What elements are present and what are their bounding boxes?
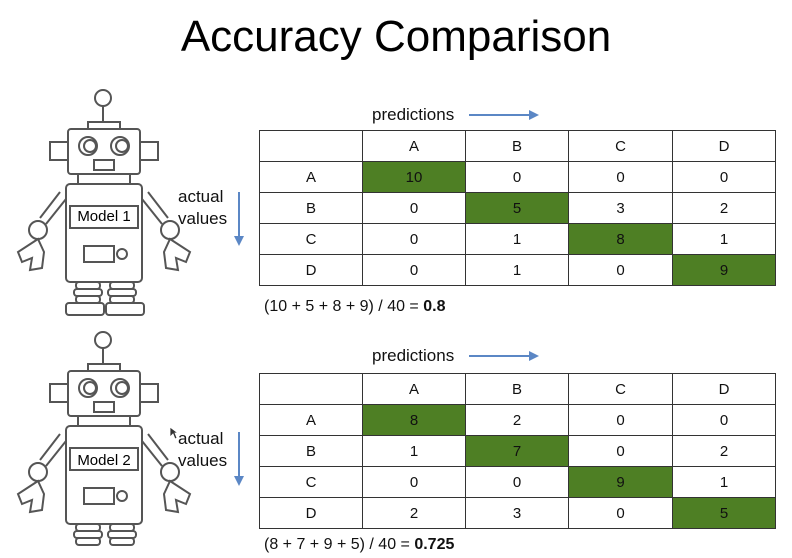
- table-cell: 0: [362, 466, 466, 498]
- table-cell: 0: [465, 466, 569, 498]
- diagonal-cell: 10: [362, 161, 466, 193]
- confusion-matrix-model-1: A B C D A 10 0 0 0 B 0 5 3 2 C 0 1 8 1 D…: [259, 130, 776, 286]
- predictions-header: predictions: [372, 104, 541, 125]
- table-row: B 0 5 3 2: [259, 192, 776, 224]
- table-cell: 2: [672, 435, 776, 467]
- arrow-right-icon: [468, 109, 539, 120]
- table-cell: 1: [465, 254, 569, 286]
- corner-cell: [259, 373, 363, 405]
- accuracy-value: 0.725: [414, 536, 455, 553]
- row-header: D: [259, 254, 363, 286]
- table-cell: 3: [465, 497, 569, 529]
- table-cell: 0: [672, 161, 776, 193]
- row-header: A: [259, 404, 363, 436]
- column-header: B: [465, 373, 569, 405]
- column-header: A: [362, 373, 466, 405]
- table-cell: 0: [672, 404, 776, 436]
- robot-icon: Model 1: [8, 84, 208, 316]
- column-header: C: [568, 373, 673, 405]
- table-cell: 0: [568, 254, 673, 286]
- robot-icon: Model 2: [8, 326, 208, 558]
- table-row: A 8 2 0 0: [259, 404, 776, 436]
- table-cell: 0: [568, 435, 673, 467]
- arrow-down-icon: [234, 192, 244, 246]
- column-header: B: [465, 130, 569, 162]
- page-title: Accuracy Comparison: [180, 12, 612, 61]
- column-header: C: [568, 130, 673, 162]
- arrow-down-icon: [234, 432, 244, 486]
- column-header: D: [672, 373, 776, 405]
- table-cell: 0: [568, 161, 673, 193]
- confusion-matrix-model-2: A B C D A 8 2 0 0 B 1 7 0 2 C 0 0 9 1 D …: [259, 373, 776, 529]
- table-cell: 0: [362, 223, 466, 255]
- table-row: B 1 7 0 2: [259, 435, 776, 467]
- model-1-label: Model 1: [72, 208, 136, 225]
- table-cell: 1: [672, 466, 776, 498]
- row-header: B: [259, 435, 363, 467]
- diagonal-cell: 5: [672, 497, 776, 529]
- diagonal-cell: 9: [672, 254, 776, 286]
- table-row: C 0 1 8 1: [259, 223, 776, 255]
- diagonal-cell: 9: [568, 466, 673, 498]
- predictions-label: predictions: [372, 345, 455, 365]
- table-cell: 3: [568, 192, 673, 224]
- table-row: D 2 3 0 5: [259, 497, 776, 529]
- table-cell: 0: [465, 161, 569, 193]
- table-row: C 0 0 9 1: [259, 466, 776, 498]
- accuracy-value: 0.8: [423, 298, 446, 315]
- row-header: C: [259, 466, 363, 498]
- diagonal-cell: 8: [362, 404, 466, 436]
- predictions-label: predictions: [372, 104, 455, 124]
- table-row: D 0 1 0 9: [259, 254, 776, 286]
- predictions-header: predictions: [372, 345, 541, 366]
- model-2-label: Model 2: [72, 452, 136, 469]
- row-header: C: [259, 223, 363, 255]
- table-header-row: A B C D: [259, 373, 776, 405]
- accuracy-formula-model-1: (10 + 5 + 8 + 9) / 40 = 0.8: [264, 298, 446, 315]
- table-cell: 0: [362, 192, 466, 224]
- actual-values-label: actual values: [178, 429, 228, 470]
- diagonal-cell: 7: [465, 435, 569, 467]
- table-row: A 10 0 0 0: [259, 161, 776, 193]
- row-header: B: [259, 192, 363, 224]
- table-cell: 2: [672, 192, 776, 224]
- arrow-right-icon: [468, 350, 539, 361]
- table-cell: 1: [362, 435, 466, 467]
- corner-cell: [259, 130, 363, 162]
- diagonal-cell: 5: [465, 192, 569, 224]
- diagonal-cell: 8: [568, 223, 673, 255]
- actual-values-label: actual values: [178, 187, 228, 228]
- table-cell: 0: [362, 254, 466, 286]
- table-cell: 1: [465, 223, 569, 255]
- row-header: D: [259, 497, 363, 529]
- column-header: D: [672, 130, 776, 162]
- table-cell: 0: [568, 497, 673, 529]
- accuracy-formula-model-2: (8 + 7 + 9 + 5) / 40 = 0.725: [264, 536, 455, 553]
- column-header: A: [362, 130, 466, 162]
- table-header-row: A B C D: [259, 130, 776, 162]
- table-cell: 1: [672, 223, 776, 255]
- row-header: A: [259, 161, 363, 193]
- table-cell: 0: [568, 404, 673, 436]
- mouse-cursor-icon: [169, 426, 179, 440]
- table-cell: 2: [465, 404, 569, 436]
- table-cell: 2: [362, 497, 466, 529]
